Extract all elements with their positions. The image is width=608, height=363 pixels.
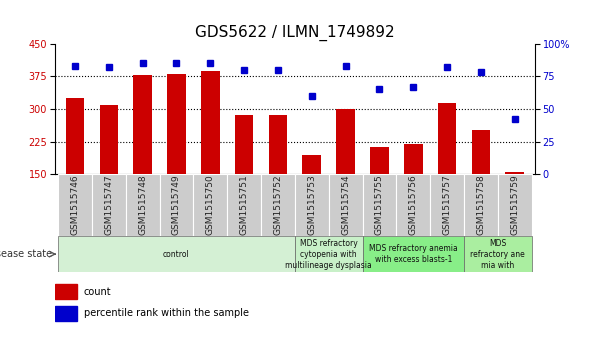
Bar	[133, 75, 152, 174]
Bar	[329, 174, 362, 236]
Bar	[404, 144, 423, 174]
Bar	[430, 174, 464, 236]
Bar	[336, 109, 355, 174]
Bar	[193, 174, 227, 236]
Bar	[370, 147, 389, 174]
Bar	[295, 174, 329, 236]
Text: GSM1515755: GSM1515755	[375, 175, 384, 236]
Bar	[227, 174, 261, 236]
Text: GSM1515753: GSM1515753	[307, 175, 316, 236]
Bar	[55, 284, 77, 299]
Text: GSM1515756: GSM1515756	[409, 175, 418, 236]
Text: GSM1515759: GSM1515759	[510, 175, 519, 236]
Bar	[201, 70, 219, 174]
Bar	[472, 130, 490, 174]
Text: control: control	[163, 250, 190, 258]
Text: MDS refractory
cytopenia with
multilineage dysplasia: MDS refractory cytopenia with multilinea…	[285, 238, 372, 270]
Bar	[269, 115, 287, 174]
Text: GSM1515758: GSM1515758	[477, 175, 485, 236]
Title: GDS5622 / ILMN_1749892: GDS5622 / ILMN_1749892	[195, 25, 395, 41]
Bar	[362, 174, 396, 236]
Bar	[396, 174, 430, 236]
Bar	[92, 174, 126, 236]
Text: disease state: disease state	[0, 249, 52, 259]
Text: MDS refractory anemia
with excess blasts-1: MDS refractory anemia with excess blasts…	[369, 244, 458, 264]
Bar	[58, 236, 295, 272]
Bar	[55, 306, 77, 321]
Bar	[159, 174, 193, 236]
Text: count: count	[84, 287, 111, 297]
Text: GSM1515757: GSM1515757	[443, 175, 452, 236]
Bar	[126, 174, 159, 236]
Text: GSM1515752: GSM1515752	[274, 175, 283, 236]
Text: GSM1515748: GSM1515748	[138, 175, 147, 236]
Bar	[235, 115, 254, 174]
Text: GSM1515751: GSM1515751	[240, 175, 249, 236]
Text: GSM1515746: GSM1515746	[71, 175, 80, 236]
Bar	[58, 174, 92, 236]
Text: GSM1515750: GSM1515750	[206, 175, 215, 236]
Text: GSM1515747: GSM1515747	[105, 175, 113, 236]
Bar	[464, 236, 531, 272]
Text: GSM1515754: GSM1515754	[341, 175, 350, 236]
Text: MDS
refractory ane
mia with: MDS refractory ane mia with	[471, 238, 525, 270]
Bar	[505, 172, 524, 174]
Text: percentile rank within the sample: percentile rank within the sample	[84, 309, 249, 318]
Bar	[167, 74, 186, 174]
Bar	[362, 236, 464, 272]
Bar	[464, 174, 498, 236]
Bar	[303, 155, 321, 174]
Bar	[438, 103, 457, 174]
Text: GSM1515749: GSM1515749	[172, 175, 181, 236]
Bar	[100, 105, 118, 174]
Bar	[295, 236, 362, 272]
Bar	[66, 98, 85, 174]
Bar	[261, 174, 295, 236]
Bar	[498, 174, 531, 236]
